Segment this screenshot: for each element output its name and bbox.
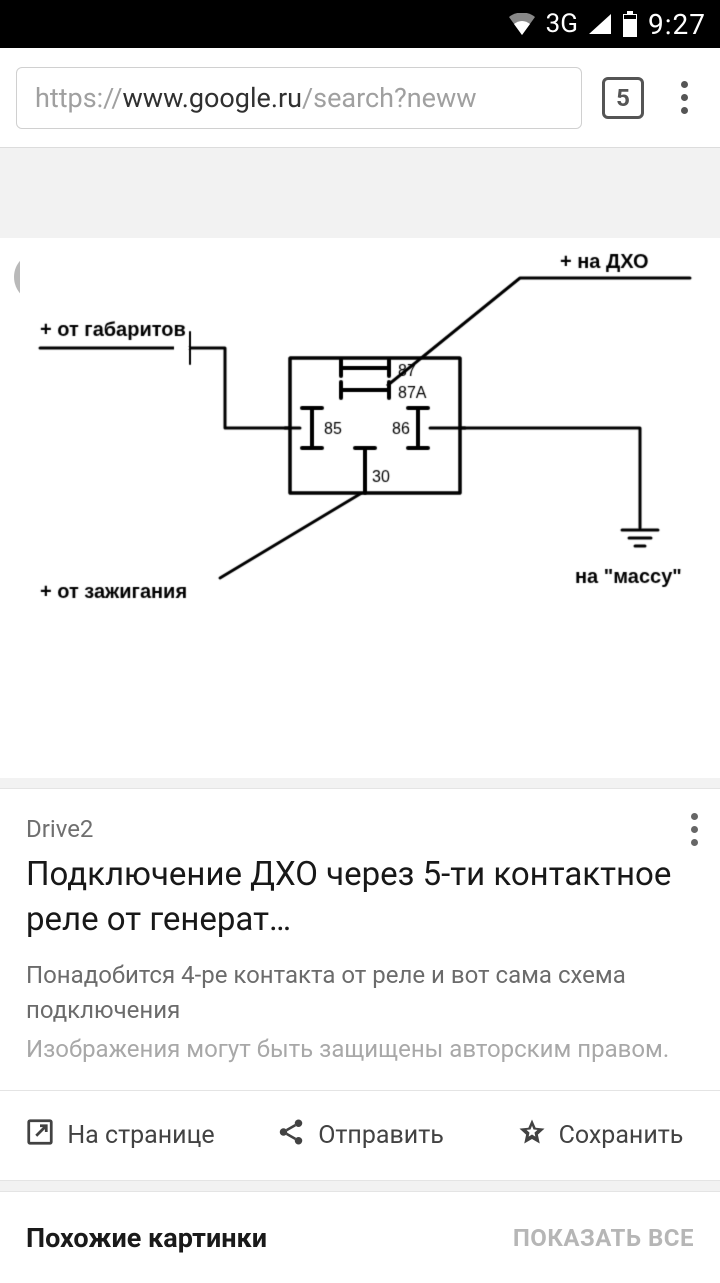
browser-toolbar: https://www.google.ru/search?neww 5 (0, 48, 720, 148)
related-images-header: Похожие картинки ПОКАЗАТЬ ВСЕ (0, 1191, 720, 1283)
url-scheme: https:// (35, 82, 123, 114)
visit-page-label: На странице (67, 1121, 214, 1150)
related-title: Похожие картинки (26, 1222, 267, 1254)
result-card: Drive2 Подключение ДХО через 5-ти контак… (0, 788, 720, 1091)
tab-count-label: 5 (616, 84, 630, 112)
star-icon (517, 1117, 547, 1154)
share-button[interactable]: Отправить (240, 1091, 480, 1180)
visit-page-button[interactable]: На странице (0, 1091, 240, 1180)
relay-diagram (20, 238, 700, 638)
android-status-bar: 3G 9:27 (0, 0, 720, 48)
url-bar[interactable]: https://www.google.ru/search?neww (16, 67, 582, 129)
card-menu-button[interactable] (691, 813, 698, 846)
diagram-canvas (20, 238, 700, 638)
battery-icon (622, 11, 638, 37)
share-icon (276, 1117, 306, 1154)
image-viewer (0, 238, 720, 778)
signal-icon (588, 13, 612, 35)
url-host: www.google.ru (123, 82, 303, 114)
open-in-new-icon (25, 1117, 55, 1154)
network-type-label: 3G (546, 9, 578, 39)
clock-label: 9:27 (648, 8, 706, 41)
save-button[interactable]: Сохранить (480, 1091, 720, 1180)
result-title[interactable]: Подключение ДХО через 5-ти контактное ре… (26, 853, 694, 942)
url-path: /search?neww (302, 82, 477, 114)
save-label: Сохранить (559, 1121, 684, 1150)
action-bar: На странице Отправить Сохранить (0, 1091, 720, 1181)
wifi-icon (508, 13, 536, 35)
tab-switcher-button[interactable]: 5 (602, 77, 644, 119)
show-all-button[interactable]: ПОКАЗАТЬ ВСЕ (513, 1224, 694, 1252)
result-source[interactable]: Drive2 (26, 815, 694, 843)
result-description: Понадобится 4-ре контакта от реле и вот … (26, 958, 694, 1028)
share-label: Отправить (318, 1121, 444, 1150)
copyright-notice: Изображения могут быть защищены авторски… (26, 1032, 694, 1067)
browser-menu-button[interactable] (664, 81, 704, 114)
